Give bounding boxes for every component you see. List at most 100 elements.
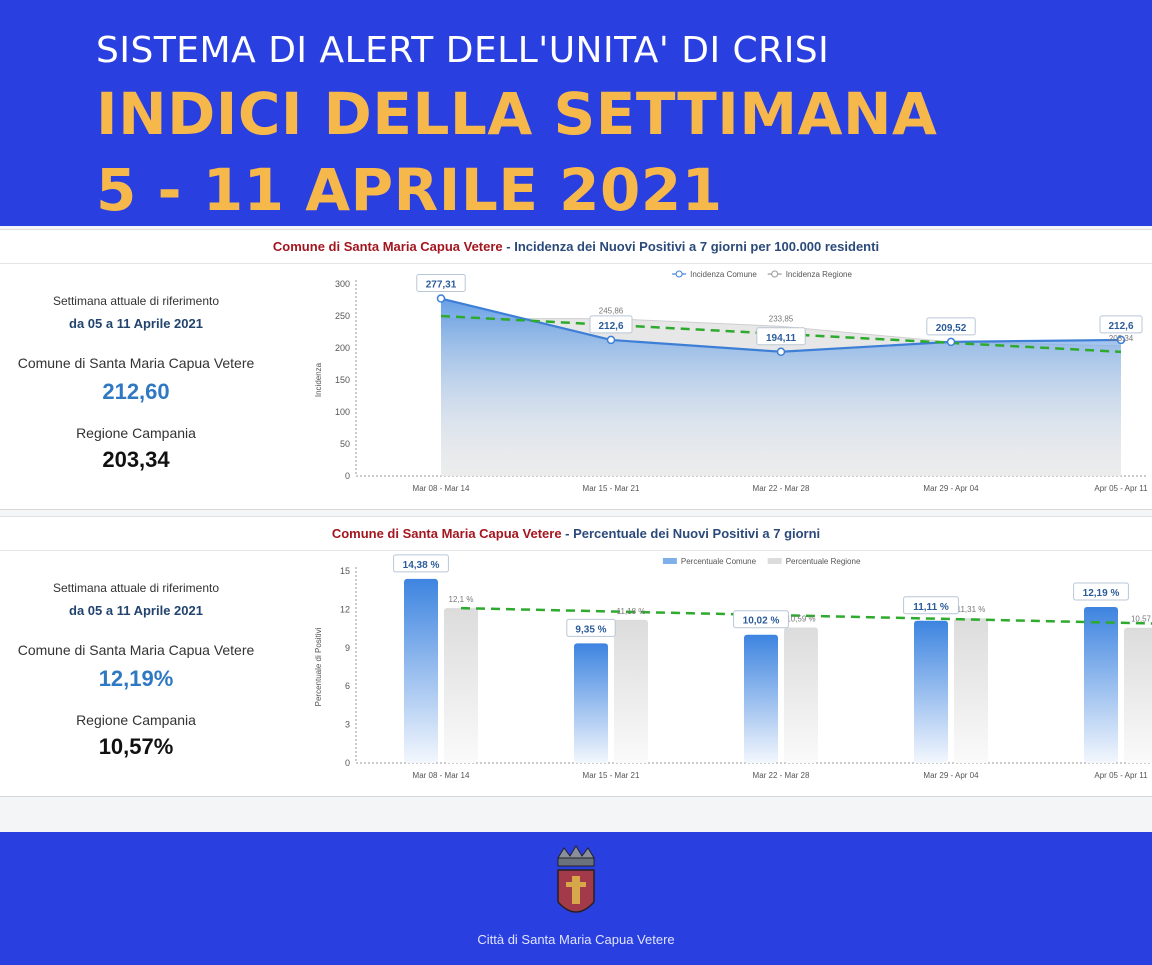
comune-value-label: 12,19 % <box>1083 588 1120 599</box>
regione-value-label: 10,59 % <box>786 614 815 623</box>
x-tick-label: Mar 29 - Apr 04 <box>923 771 979 780</box>
header-title-line1: INDICI DELLA SETTIMANA <box>96 80 938 148</box>
header-subtitle: SISTEMA DI ALERT DELL'UNITA' DI CRISI <box>96 30 830 71</box>
percentage-panel-title: Comune di Santa Maria Capua Vetere - Per… <box>0 517 1152 551</box>
percentage-chart: 0 3 6 9 12 15 Percentuale di Positivi 12,1 % 11,… <box>314 554 1152 780</box>
x-tick-label: Mar 08 - Mar 14 <box>413 484 470 493</box>
header: SISTEMA DI ALERT DELL'UNITA' DI CRISI IN… <box>0 0 1152 226</box>
x-tick-label: Apr 05 - Apr 11 <box>1094 771 1148 780</box>
legend-swatch-regione <box>767 558 782 564</box>
percentage-stats: Settimana attuale di riferimento da 05 a… <box>0 581 272 760</box>
comune-value-label: 194,11 <box>766 333 796 344</box>
x-tick-label: Mar 15 - Mar 21 <box>583 771 640 780</box>
y-axis-label: Percentuale di Positivi <box>314 627 323 706</box>
comune-value-label: 11,11 % <box>913 602 949 613</box>
y-tick-label: 0 <box>345 471 350 481</box>
y-tick-label: 100 <box>335 407 350 417</box>
regione-bar <box>784 627 818 763</box>
comune-bar <box>404 578 438 763</box>
reference-week-period: da 05 a 11 Aprile 2021 <box>69 603 203 618</box>
legend-marker-comune <box>675 270 683 278</box>
comune-value-label: 9,35 % <box>575 624 606 635</box>
x-tick-label: Mar 22 - Mar 28 <box>753 771 810 780</box>
footer-city-name: Città di Santa Maria Capua Vetere <box>477 932 675 947</box>
incidence-panel-title: Comune di Santa Maria Capua Vetere - Inc… <box>0 230 1152 264</box>
comune-value-label-box <box>756 327 806 346</box>
incidence-panel: Comune di Santa Maria Capua Vetere - Inc… <box>0 229 1152 510</box>
comune-value: 12,19% <box>98 666 174 691</box>
regione-value-label: 10,57 <box>1131 615 1152 624</box>
x-tick-label: Apr 05 - Apr 11 <box>1094 484 1148 493</box>
panel-title-comune: Comune di Santa Maria Capua Vetere <box>331 526 562 541</box>
percentage-panel: Comune di Santa Maria Capua Vetere - Per… <box>0 516 1152 797</box>
trend-line <box>440 314 1122 354</box>
y-axis-label: Incidenza <box>314 362 323 397</box>
legend-label-comune: Incidenza Comune <box>690 270 757 279</box>
regione-value: 10,57% <box>98 734 174 759</box>
comune-value-label: 212,6 <box>598 321 623 332</box>
legend-marker-regione <box>771 270 779 278</box>
y-tick-label: 9 <box>345 643 350 653</box>
comune-value-label-box <box>903 596 959 615</box>
legend-label-regione: Incidenza Regione <box>786 270 853 279</box>
legend-swatch-comune <box>662 558 677 564</box>
header-title-line2: 5 - 11 APRILE 2021 <box>96 156 723 224</box>
comune-value-label: 277,31 <box>426 280 457 291</box>
x-tick-label: Mar 08 - Mar 14 <box>413 771 470 780</box>
comune-point <box>606 335 616 345</box>
y-tick-label: 6 <box>345 681 350 691</box>
footer: Città di Santa Maria Capua Vetere <box>0 832 1152 965</box>
regione-bar <box>614 619 648 763</box>
x-tick-label: Mar 29 - Apr 04 <box>923 484 979 493</box>
dashboard-content: Comune di Santa Maria Capua Vetere - Inc… <box>0 226 1152 832</box>
comune-value-label-box <box>393 554 449 573</box>
y-tick-label: 300 <box>335 279 350 289</box>
comune-value-label: 10,02 % <box>743 616 780 627</box>
regione-value: 203,34 <box>102 447 170 472</box>
comune-value-label-box <box>566 618 616 637</box>
comune-value-label-box <box>589 315 633 334</box>
regione-value-label: 245,86 <box>599 307 624 316</box>
y-tick-label: 15 <box>340 566 350 576</box>
comune-value-label: 212,6 <box>1108 321 1133 332</box>
city-crest-icon <box>557 845 595 913</box>
x-tick-label: Mar 15 - Mar 21 <box>583 484 640 493</box>
comune-value-label: 209,52 <box>936 323 967 334</box>
regione-label: Regione Campania <box>76 712 196 728</box>
regione-bar <box>444 608 478 763</box>
comune-point <box>776 347 786 357</box>
regione-value-label: 12,1 % <box>449 595 474 604</box>
trend-line <box>460 606 1152 625</box>
comune-area <box>441 298 1121 476</box>
y-tick-label: 250 <box>335 311 350 321</box>
comune-value-label: 14,38 % <box>403 560 440 571</box>
regione-value-label: 11,18 % <box>617 607 646 616</box>
incidence-chart: 0 50 100 150 200 250 300 Incidenza 245,86 233,85 2… <box>314 270 1148 493</box>
y-tick-label: 150 <box>335 375 350 385</box>
panel-title-metric: - Percentuale dei Nuovi Positivi a 7 gio… <box>561 526 821 541</box>
legend-label-regione: Percentuale Regione <box>786 557 861 566</box>
comune-point <box>436 294 446 303</box>
incidence-stats: Settimana attuale di riferimento da 05 a… <box>0 294 272 473</box>
comune-bar <box>744 634 778 763</box>
regione-bar <box>1124 627 1152 763</box>
legend-label-comune: Percentuale Comune <box>681 557 757 566</box>
comune-bar <box>914 620 948 763</box>
x-tick-label: Mar 22 - Mar 28 <box>753 484 810 493</box>
comune-point <box>1116 335 1126 345</box>
reference-week-label: Settimana attuale di riferimento <box>52 294 220 308</box>
y-tick-label: 0 <box>345 758 350 768</box>
panel-title-metric: - Incidenza dei Nuovi Positivi a 7 giorn… <box>502 239 880 254</box>
comune-value-label-box <box>1073 582 1129 601</box>
y-tick-label: 12 <box>340 604 350 614</box>
comune-value: 212,60 <box>102 379 170 404</box>
y-tick-label: 200 <box>335 343 350 353</box>
y-tick-label: 50 <box>340 439 350 449</box>
y-tick-label: 3 <box>345 720 350 730</box>
comune-label: Comune di Santa Maria Capua Vetere <box>17 642 255 658</box>
comune-value-label-box <box>926 317 976 336</box>
comune-point <box>946 337 956 347</box>
comune-bar <box>1084 606 1118 763</box>
reference-week-period: da 05 a 11 Aprile 2021 <box>69 316 203 331</box>
regione-bar <box>954 618 988 763</box>
